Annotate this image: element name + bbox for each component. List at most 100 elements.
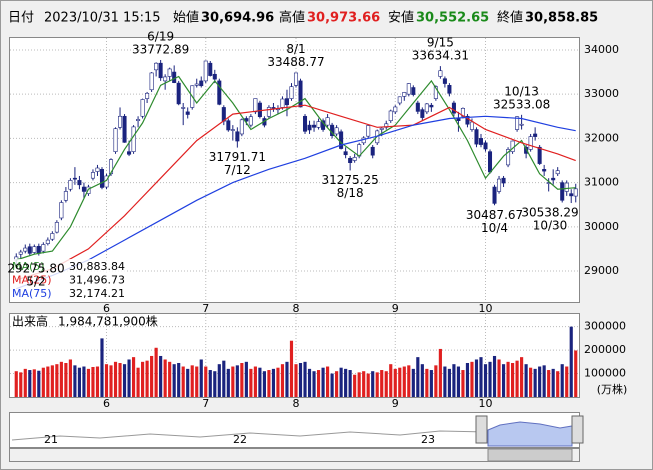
candle-body: [239, 119, 244, 135]
open-value: 30,694.96: [201, 11, 274, 26]
volume-bar: [217, 364, 221, 397]
candle-body: [370, 146, 375, 156]
volume-bar: [488, 361, 492, 397]
volume-bar: [344, 368, 348, 397]
navigator-range[interactable]: [487, 421, 573, 447]
volume-bar: [375, 372, 379, 397]
volume-bar: [470, 361, 474, 397]
annotation-value: 29275.80: [7, 261, 64, 275]
volume-bar: [177, 363, 181, 397]
volume-bar: [208, 370, 212, 397]
candle-body: [402, 92, 407, 97]
candle-body: [257, 102, 262, 118]
x-tick-label: 6: [103, 397, 110, 410]
candle-body: [72, 177, 77, 180]
navigator-right-handle[interactable]: [571, 415, 584, 444]
annotation-date: 6/19: [147, 29, 174, 43]
candle-body: [284, 98, 289, 106]
volume-bar: [131, 357, 136, 397]
annotation-value: 32533.08: [493, 97, 550, 111]
annotation-date: 5/2: [26, 274, 45, 288]
volume-bar: [497, 359, 501, 397]
volume-bar: [172, 364, 176, 397]
volume-bar: [86, 368, 91, 397]
volume-bar: [14, 371, 18, 397]
volume-bar: [366, 373, 370, 397]
high-value: 30,973.66: [307, 11, 380, 26]
volume-bar: [271, 368, 276, 397]
volume-bar: [113, 361, 118, 397]
volume-bar: [542, 365, 546, 397]
volume-bar: [529, 367, 533, 397]
x-tick-label: 9: [392, 302, 399, 315]
volume-bar: [46, 366, 50, 397]
scrollbar-track[interactable]: [9, 448, 580, 462]
candle-body: [537, 146, 542, 164]
candle-body: [307, 124, 312, 131]
candle-body: [492, 186, 497, 204]
volume-bar: [226, 368, 230, 397]
volume-bar: [326, 366, 330, 397]
candle-body: [136, 119, 141, 121]
y-tick-label: 300000: [584, 320, 626, 333]
volume-unit: (万株): [597, 382, 628, 396]
candle-body: [36, 245, 41, 254]
volume-bar: [452, 364, 456, 397]
volume-bar: [515, 360, 519, 397]
volume-bar: [420, 364, 424, 397]
navigator-year: 22: [233, 433, 247, 446]
navigator-left-handle[interactable]: [475, 415, 488, 444]
volume-bar: [438, 348, 442, 397]
annotation-value: 33772.89: [132, 42, 189, 56]
volume-bar: [565, 366, 569, 397]
candle-body: [140, 99, 145, 117]
volume-bar: [330, 373, 334, 397]
candle-body: [27, 246, 32, 254]
navigator-history: [11, 430, 489, 441]
candle-body: [68, 180, 73, 190]
candle-body: [181, 107, 186, 109]
volume-bar: [533, 368, 537, 397]
volume-bar: [55, 364, 59, 397]
navigator-year: 21: [44, 433, 58, 446]
open-label: 始値: [173, 10, 199, 26]
high-label: 高値: [279, 10, 305, 26]
candle-body: [81, 186, 86, 192]
volume-bar: [574, 350, 578, 397]
candle-body: [312, 124, 317, 128]
low-value: 30,552.65: [416, 11, 489, 26]
candle-body: [533, 133, 538, 137]
candle-body: [194, 83, 199, 86]
volume-bar: [186, 368, 190, 397]
candle-body: [447, 85, 452, 94]
candle-body: [524, 146, 529, 154]
annotation-value: 31275.25: [322, 173, 379, 187]
scrollbar-thumb[interactable]: [487, 448, 573, 462]
candle-body: [32, 246, 37, 253]
annotation-date: 8/1: [286, 42, 305, 56]
candle-body: [50, 233, 55, 240]
annotation-date: 9/15: [427, 36, 454, 50]
candle-body: [203, 60, 208, 82]
candle-body: [469, 121, 474, 130]
volume-bar: [118, 363, 122, 397]
volume-bar: [195, 366, 199, 397]
volume-bar: [384, 371, 388, 397]
ma-line: [16, 75, 576, 261]
x-tick-label: 10: [479, 397, 493, 410]
x-tick-label: 6: [103, 302, 110, 315]
x-tick-label: 10: [479, 302, 493, 315]
annotation-value: 33488.77: [267, 55, 324, 69]
candle-body: [154, 62, 159, 71]
candle-body: [406, 83, 411, 95]
x-tick-label: 8: [293, 302, 300, 315]
candle-body: [293, 72, 299, 86]
volume-bar: [429, 370, 433, 397]
volume-bar: [298, 363, 303, 397]
volume-bar: [136, 367, 140, 397]
volume-bar: [244, 361, 248, 397]
volume-bar: [285, 361, 289, 397]
volume-bar: [294, 364, 298, 397]
volume-bar: [348, 370, 352, 397]
